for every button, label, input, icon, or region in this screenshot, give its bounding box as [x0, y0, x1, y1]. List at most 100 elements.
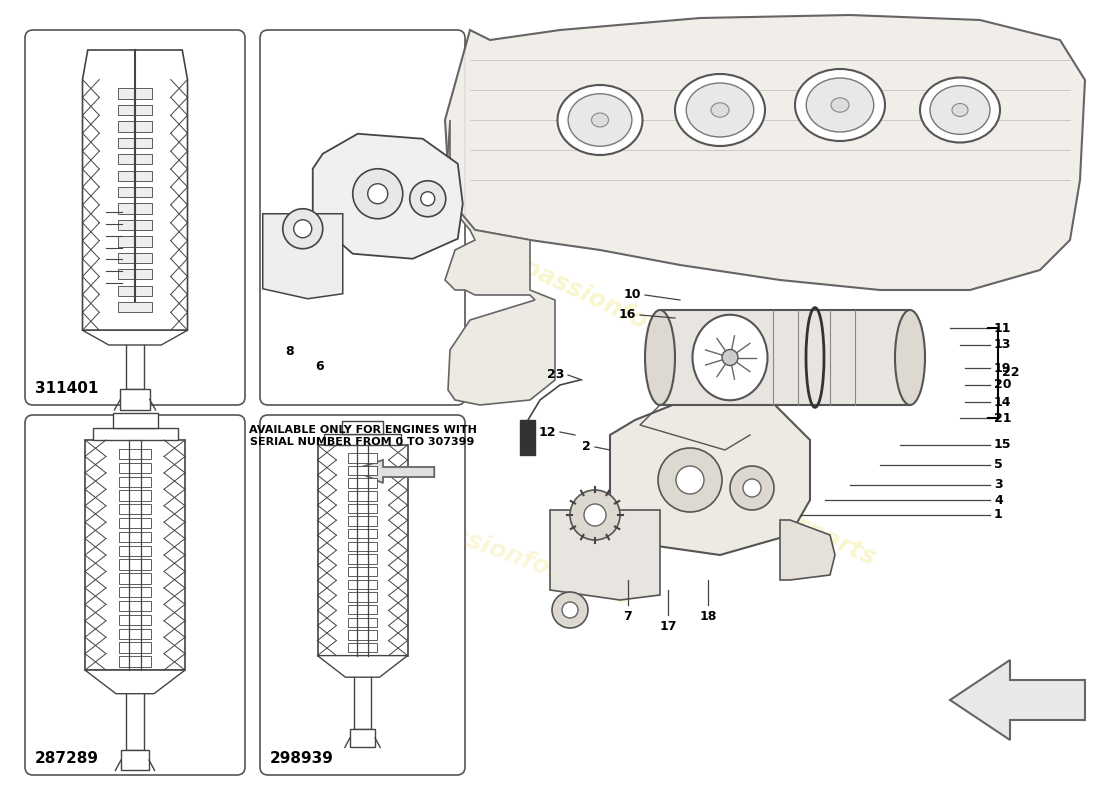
Bar [118, 236, 152, 246]
Polygon shape [85, 670, 185, 694]
Text: 8: 8 [285, 345, 294, 358]
Ellipse shape [693, 314, 768, 400]
Circle shape [552, 592, 589, 628]
Text: AVAILABLE ONLY FOR ENGINES WITH
SERIAL NUMBER FROM 0 TO 307399: AVAILABLE ONLY FOR ENGINES WITH SERIAL N… [249, 425, 476, 446]
Ellipse shape [711, 102, 729, 118]
Bar [92, 428, 177, 440]
Bar [119, 477, 151, 487]
Bar [119, 546, 151, 556]
Ellipse shape [675, 74, 764, 146]
Bar [121, 750, 148, 770]
Text: juCIpassionforparts: juCIpassionforparts [470, 230, 730, 370]
Ellipse shape [592, 113, 608, 127]
Bar [120, 390, 150, 410]
Bar [119, 642, 151, 653]
Ellipse shape [568, 94, 631, 146]
Polygon shape [318, 656, 407, 677]
Bar [348, 567, 377, 577]
Text: 3: 3 [994, 478, 1002, 491]
FancyBboxPatch shape [260, 30, 465, 405]
Text: 5: 5 [994, 458, 1003, 471]
Bar [85, 440, 185, 670]
Polygon shape [82, 330, 187, 345]
Circle shape [676, 466, 704, 494]
Polygon shape [446, 120, 556, 405]
Circle shape [420, 192, 434, 206]
Text: 12: 12 [539, 426, 556, 438]
Text: 4: 4 [994, 494, 1003, 506]
Text: 2: 2 [582, 441, 591, 454]
Polygon shape [312, 134, 463, 258]
Bar [119, 490, 151, 501]
Bar [348, 580, 377, 589]
Circle shape [367, 184, 387, 204]
Bar [118, 220, 152, 230]
Bar [118, 138, 152, 148]
Polygon shape [550, 510, 660, 600]
Bar [348, 453, 377, 462]
Bar [118, 170, 152, 181]
Ellipse shape [686, 83, 754, 137]
Circle shape [294, 220, 311, 238]
Ellipse shape [795, 69, 886, 141]
Text: juCIpassionforparts: juCIpassionforparts [366, 491, 634, 609]
Polygon shape [780, 520, 835, 580]
FancyBboxPatch shape [25, 30, 245, 405]
Bar [119, 532, 151, 542]
Text: 1: 1 [994, 509, 1003, 522]
Bar [348, 605, 377, 614]
Circle shape [562, 602, 578, 618]
Text: 17: 17 [659, 620, 676, 633]
Polygon shape [263, 214, 343, 298]
Text: 15: 15 [994, 438, 1012, 451]
Bar [348, 516, 377, 526]
Bar [348, 466, 377, 475]
Ellipse shape [806, 78, 873, 132]
Bar [350, 729, 375, 747]
Circle shape [353, 169, 403, 218]
Bar [348, 504, 377, 513]
Bar [119, 614, 151, 625]
Text: 23: 23 [547, 369, 564, 382]
Bar [119, 587, 151, 598]
Bar [348, 478, 377, 488]
Circle shape [722, 350, 738, 366]
Text: 7: 7 [624, 610, 632, 623]
Bar [118, 88, 152, 98]
Circle shape [730, 466, 774, 510]
Text: 21: 21 [994, 411, 1012, 425]
Text: 16: 16 [618, 309, 636, 322]
FancyBboxPatch shape [25, 415, 245, 775]
Ellipse shape [830, 98, 849, 112]
Text: 18: 18 [700, 610, 717, 623]
Ellipse shape [895, 310, 925, 405]
FancyBboxPatch shape [260, 415, 465, 775]
Text: 287289: 287289 [35, 751, 99, 766]
Text: 14: 14 [994, 395, 1012, 409]
Bar [119, 462, 151, 473]
Text: 20: 20 [994, 378, 1012, 391]
Text: 19: 19 [994, 362, 1011, 374]
Bar [348, 491, 377, 501]
Ellipse shape [645, 310, 675, 405]
Bar [118, 253, 152, 263]
Bar [118, 203, 152, 214]
Text: 6: 6 [315, 360, 323, 373]
Bar [118, 122, 152, 131]
Circle shape [742, 479, 761, 497]
Bar [118, 154, 152, 165]
Text: 311401: 311401 [35, 381, 98, 396]
Ellipse shape [930, 86, 990, 134]
Bar [348, 592, 377, 602]
Circle shape [570, 490, 620, 540]
Bar [342, 421, 383, 434]
Text: 10: 10 [624, 289, 641, 302]
Polygon shape [82, 50, 187, 330]
Bar [118, 187, 152, 198]
Bar [119, 504, 151, 514]
Bar [119, 656, 151, 666]
Bar [348, 643, 377, 652]
Circle shape [658, 448, 722, 512]
Polygon shape [352, 460, 434, 483]
Bar [348, 529, 377, 538]
